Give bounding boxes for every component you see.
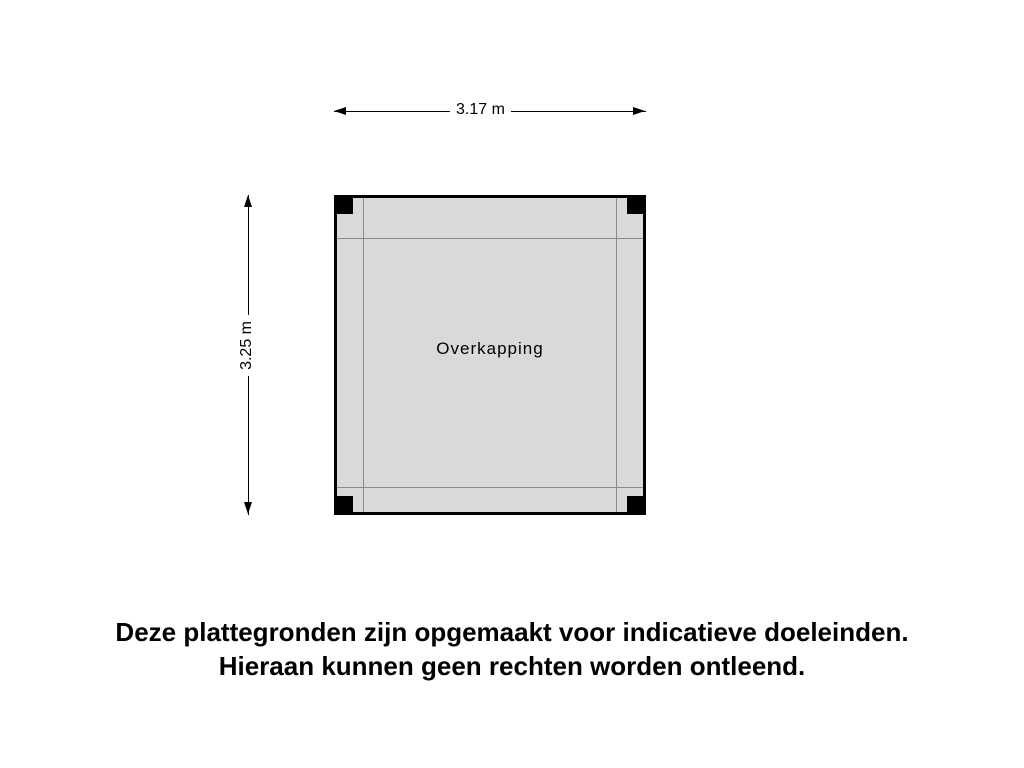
room-overkapping: Overkapping bbox=[334, 195, 646, 515]
disclaimer-line-1: Deze plattegronden zijn opgemaakt voor i… bbox=[0, 615, 1024, 649]
disclaimer-line-2: Hieraan kunnen geen rechten worden ontle… bbox=[0, 649, 1024, 683]
floorplan-canvas: Overkapping 3.17 m 3.25 m Deze plattegro… bbox=[0, 0, 1024, 768]
dimension-top-arrow-left bbox=[334, 107, 346, 115]
dimension-top-label: 3.17 m bbox=[450, 101, 511, 119]
dimension-top-arrow-right bbox=[633, 107, 645, 115]
dimension-left-label: 3.25 m bbox=[238, 315, 256, 376]
dimension-left-arrow-bottom bbox=[244, 502, 252, 514]
room-post bbox=[337, 496, 353, 512]
room-post bbox=[627, 496, 643, 512]
room-inner-line-top bbox=[337, 238, 643, 239]
disclaimer-caption: Deze plattegronden zijn opgemaakt voor i… bbox=[0, 615, 1024, 683]
room-inner-line-bottom bbox=[337, 487, 643, 488]
dimension-left-arrow-top bbox=[244, 195, 252, 207]
room-label: Overkapping bbox=[337, 339, 643, 359]
room-post bbox=[337, 198, 353, 214]
room-post bbox=[627, 198, 643, 214]
